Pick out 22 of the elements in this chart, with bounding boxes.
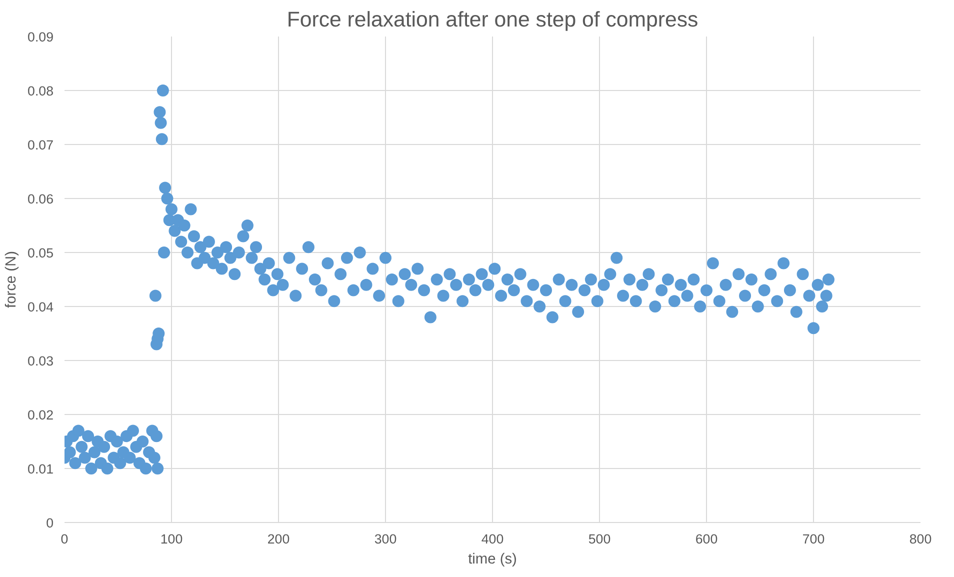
x-tick-label: 400 xyxy=(481,532,504,546)
y-tick-label: 0.08 xyxy=(28,84,54,98)
x-tick-label: 300 xyxy=(374,532,397,546)
x-axis-title: time (s) xyxy=(468,552,517,568)
y-tick-label: 0.05 xyxy=(28,246,54,260)
y-tick-label: 0 xyxy=(46,516,54,530)
x-tick-label: 600 xyxy=(695,532,718,546)
chart-title: Force relaxation after one step of compress xyxy=(286,8,698,32)
y-tick-label: 0.02 xyxy=(28,408,54,422)
x-tick-label: 0 xyxy=(60,532,68,546)
y-tick-label: 0.09 xyxy=(28,30,54,44)
x-tick-label: 200 xyxy=(267,532,290,546)
y-tick-label: 0.04 xyxy=(28,300,54,314)
y-tick-label: 0.07 xyxy=(28,138,54,152)
y-tick-label: 0.03 xyxy=(28,354,54,368)
x-tick-label: 500 xyxy=(588,532,611,546)
x-tick-label: 700 xyxy=(802,532,825,546)
x-tick-label: 800 xyxy=(909,532,932,546)
y-tick-label: 0.06 xyxy=(28,192,54,206)
y-tick-label: 0.01 xyxy=(28,462,54,476)
y-axis-title: force (N) xyxy=(4,250,20,308)
x-tick-label: 100 xyxy=(160,532,183,546)
